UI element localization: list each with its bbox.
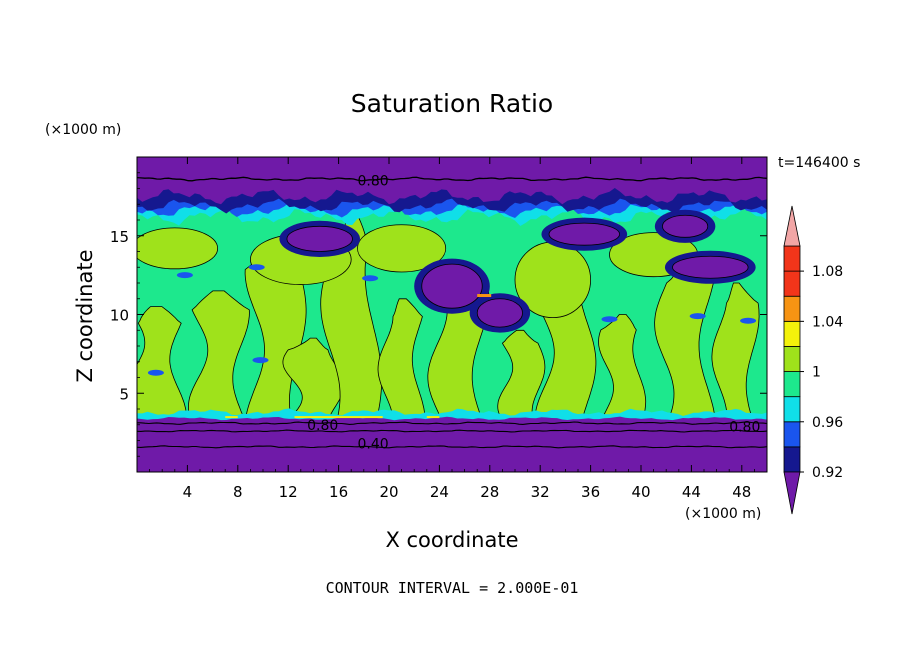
colorbar-segment	[783, 320, 801, 347]
x-tick-label: 40	[631, 483, 650, 501]
contour-line-080-lower	[137, 421, 767, 425]
speckle	[689, 313, 706, 320]
dry-region	[672, 255, 749, 279]
x-axis-ticks: 4 8 12 16 20 24 28 32 36 40 44 48	[149, 157, 755, 501]
speckle	[248, 264, 265, 271]
colorbar-segment	[783, 396, 801, 423]
colorbar-segment	[783, 346, 801, 372]
chart-title: Saturation Ratio	[351, 89, 553, 118]
colorbar-tick-label: 1	[812, 365, 821, 381]
speckle	[740, 317, 757, 324]
supersaturated-column	[497, 329, 546, 418]
supersaturated-column	[137, 306, 187, 418]
supersaturated-column	[711, 282, 760, 418]
x-axis-label: X coordinate	[385, 528, 518, 552]
supersaturated-column	[187, 290, 250, 418]
colorbar-segment	[783, 371, 801, 398]
colorbar-segment	[783, 295, 801, 322]
contour-label: 0.80	[307, 418, 338, 434]
x-tick-label: 12	[279, 483, 298, 501]
supersaturated-streak	[294, 416, 383, 419]
colorbar-extend-low	[783, 471, 801, 515]
upper-purple-band	[137, 157, 767, 205]
dry-region	[662, 214, 709, 238]
colorbar: 0.92 0.96 1 1.04 1.08	[783, 205, 843, 515]
colorbar-tick-label: 0.96	[812, 415, 843, 431]
supersaturated-patch	[357, 224, 447, 273]
y-axis-label: Z coordinate	[73, 249, 97, 382]
contour-interval-footer: CONTOUR INTERVAL = 2.000E-01	[326, 579, 579, 597]
x-unit-label: (×1000 m)	[685, 506, 761, 522]
dry-region	[476, 298, 523, 328]
contour-lines	[137, 176, 767, 449]
colorbar-segment	[783, 446, 801, 473]
contour-line-080-upper	[137, 176, 767, 182]
contour-labels: 0.80 0.80 0.40 0.80	[307, 174, 760, 453]
x-tick-label: 8	[233, 483, 243, 501]
time-label: t=146400 s	[778, 155, 860, 171]
speckle	[176, 272, 193, 279]
speckle	[601, 316, 618, 323]
x-tick-label: 48	[732, 483, 751, 501]
x-tick-label: 36	[581, 483, 600, 501]
speckle	[362, 275, 379, 282]
x-tick-label: 32	[531, 483, 550, 501]
y-unit-label: (×1000 m)	[45, 122, 121, 138]
colorbar-segment	[783, 270, 801, 297]
x-tick-label: 20	[379, 483, 398, 501]
contour-line-060	[137, 429, 767, 433]
y-tick-label: 15	[110, 228, 129, 246]
supersaturated-streak	[477, 294, 492, 298]
colorbar-tick-label: 1.08	[812, 264, 843, 280]
colorbar-segment	[783, 421, 801, 448]
supersaturated-column	[598, 314, 647, 418]
y-tick-label: 10	[110, 307, 129, 325]
colorbar-tick-label: 1.04	[812, 314, 843, 330]
dry-region	[548, 222, 620, 246]
contour-label: 0.40	[358, 437, 389, 453]
contour-label: 0.80	[729, 419, 760, 435]
speckle	[252, 357, 269, 364]
lower-purple-band	[137, 416, 767, 472]
saturation-field	[137, 157, 767, 472]
y-tick-label: 5	[119, 385, 129, 403]
contour-line-040	[137, 445, 767, 449]
x-tick-label: 4	[183, 483, 193, 501]
dry-region	[421, 263, 483, 309]
contour-label: 0.80	[358, 174, 389, 190]
colorbar-tick-label: 0.92	[812, 465, 843, 481]
supersaturated-patch	[137, 227, 219, 270]
supersaturated-streak	[426, 416, 440, 419]
x-tick-label: 28	[480, 483, 499, 501]
supersaturated-streak	[225, 416, 238, 419]
x-tick-label: 44	[682, 483, 701, 501]
colorbar-extend-high	[783, 205, 801, 247]
y-axis-ticks: 5 10 15	[110, 172, 767, 457]
x-tick-label: 16	[329, 483, 348, 501]
speckle	[147, 369, 164, 376]
dry-region	[286, 225, 353, 252]
x-tick-label: 24	[430, 483, 449, 501]
colorbar-segment	[783, 245, 801, 272]
supersaturated-column	[377, 298, 426, 418]
